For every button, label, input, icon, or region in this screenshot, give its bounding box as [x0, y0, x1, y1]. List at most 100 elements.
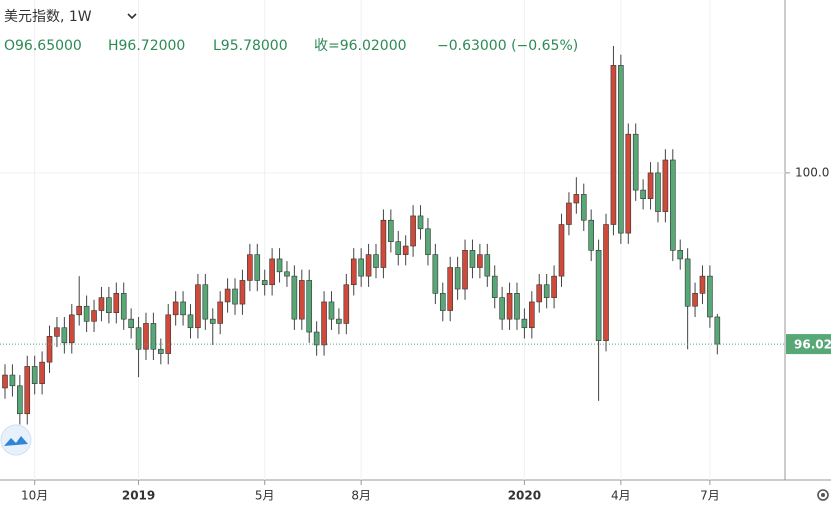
candle-body	[328, 301, 335, 320]
candle-body	[684, 258, 691, 307]
candle-body	[261, 280, 268, 286]
candle-body	[632, 133, 639, 191]
candle-body	[699, 275, 706, 294]
logo[interactable]	[0, 424, 32, 456]
candle-body	[625, 133, 632, 234]
candle-body	[521, 318, 528, 329]
candle-body	[2, 374, 8, 389]
candle-body	[306, 280, 313, 333]
candle-body	[402, 245, 409, 255]
candle-body	[410, 215, 416, 247]
candle-body	[202, 284, 209, 320]
candle-body	[536, 284, 543, 303]
candle-body	[98, 297, 105, 311]
candle-body	[195, 284, 201, 329]
x-tick-label: 10月	[21, 489, 48, 503]
candle-body	[618, 65, 624, 234]
candle-body	[566, 202, 572, 225]
candle-body	[247, 254, 253, 281]
candle-body	[662, 159, 669, 212]
candle-body	[187, 314, 194, 329]
candle-body	[321, 301, 327, 346]
labels: 100.0 10月 2019 5月 8月 2020 4月 7月 96.02	[21, 165, 831, 503]
candle-body	[9, 374, 16, 387]
candle-body	[388, 219, 394, 243]
candle-body	[17, 385, 23, 415]
candle-body	[595, 250, 602, 341]
candle-body	[432, 254, 439, 294]
candle-body	[61, 327, 68, 344]
candle-body	[68, 314, 75, 344]
candle-body	[558, 224, 565, 277]
candle-body	[239, 280, 246, 305]
candle-body	[165, 314, 172, 354]
candle-body	[336, 318, 342, 324]
candle-body	[120, 293, 127, 320]
candle-body	[707, 275, 713, 318]
candle-body	[31, 366, 38, 384]
candle-body	[499, 297, 505, 320]
x-tick-label: 2020	[508, 489, 541, 503]
x-tick-label: 8月	[351, 489, 371, 503]
candle-body	[588, 219, 594, 251]
x-tick-label: 7月	[700, 489, 720, 503]
candle-body	[343, 284, 350, 324]
candle-body	[350, 258, 357, 286]
candle-body	[439, 293, 446, 311]
candle-body	[425, 228, 431, 255]
candle-body	[677, 250, 684, 260]
candle-body	[647, 172, 654, 200]
candle-body	[551, 275, 557, 298]
candle-body	[291, 275, 298, 320]
candles	[0, 46, 785, 425]
low-value: L95.78000	[213, 38, 288, 54]
candle-body	[128, 318, 134, 329]
candle-body	[46, 336, 53, 363]
candle-body	[714, 316, 721, 345]
candle-body	[276, 258, 283, 273]
candle-body	[209, 318, 216, 324]
settings-icon[interactable]	[817, 489, 829, 501]
dropdown-chevron[interactable]	[127, 13, 137, 20]
candle-body	[135, 327, 142, 350]
x-tick-label: 4月	[611, 489, 631, 503]
candle-body	[447, 267, 454, 311]
candle-body	[477, 254, 483, 268]
candle-body	[454, 267, 461, 290]
candle-body	[462, 250, 468, 290]
candle-body	[298, 280, 305, 320]
candle-body	[580, 194, 587, 221]
last-price-box	[786, 334, 831, 355]
close-value: 收=96.02000	[314, 38, 407, 54]
candle-body	[39, 361, 45, 384]
candle-body	[284, 271, 290, 277]
candle-body	[491, 275, 498, 298]
candle-body	[417, 215, 424, 230]
candle-body	[506, 293, 513, 320]
candle-body	[469, 250, 476, 268]
candle-body	[529, 301, 535, 329]
candle-body	[76, 305, 82, 316]
candle-body	[158, 348, 164, 354]
candle-body	[543, 284, 550, 298]
candle-body	[669, 159, 676, 251]
candle-body	[106, 297, 112, 313]
candle-body	[83, 305, 90, 322]
candle-body	[217, 301, 223, 324]
candle-body	[373, 254, 379, 268]
open-value: O96.65000	[4, 38, 82, 54]
x-tick-label: 5月	[255, 489, 275, 503]
candle-body	[573, 194, 580, 204]
title[interactable]: 美元指数, 1W	[4, 9, 92, 25]
candle-body	[232, 288, 238, 305]
candle-body	[484, 254, 491, 277]
candle-body	[254, 254, 261, 281]
x-tick-label: 2019	[122, 489, 155, 503]
candle-body	[380, 219, 387, 268]
candle-body	[269, 258, 275, 286]
candle-body	[54, 327, 60, 337]
candle-body	[655, 172, 661, 212]
candle-body	[603, 224, 609, 341]
grid	[0, 0, 790, 480]
